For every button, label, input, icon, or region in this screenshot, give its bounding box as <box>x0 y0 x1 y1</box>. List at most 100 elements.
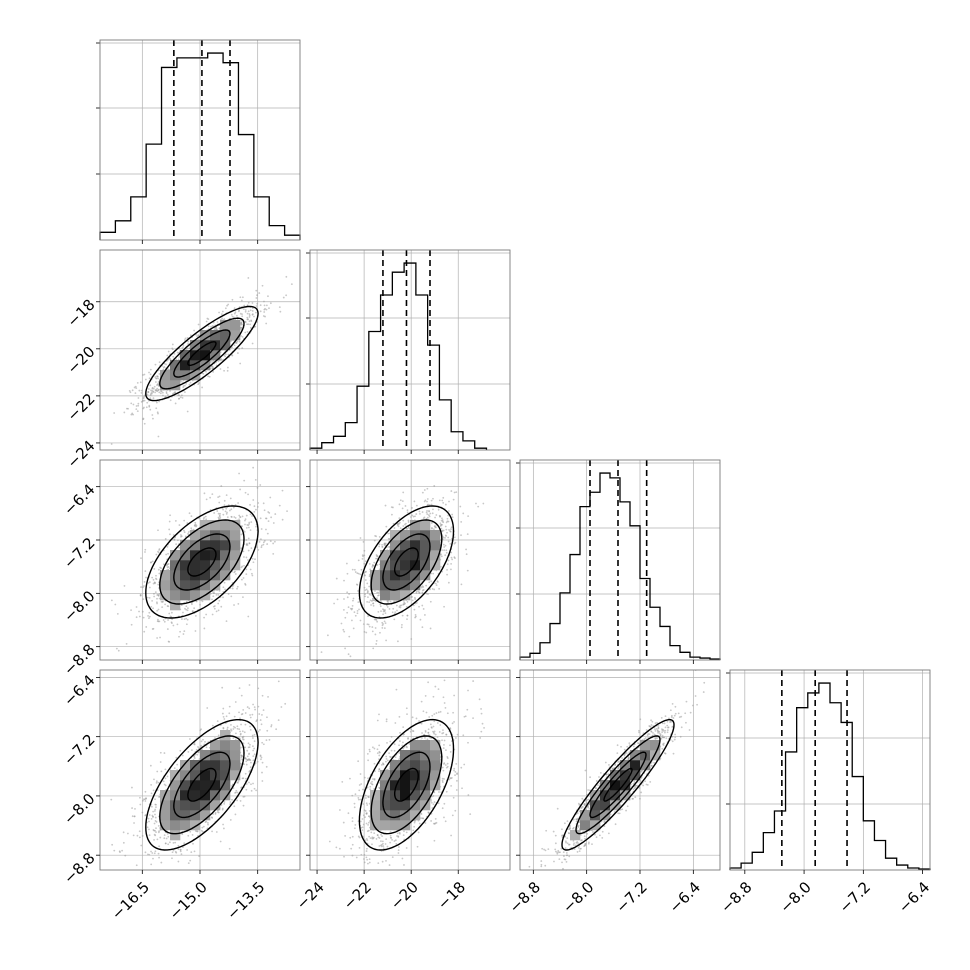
scatter-area <box>328 679 485 870</box>
scatter-point <box>182 385 185 387</box>
scatter-point <box>481 722 484 725</box>
density-cell <box>390 550 401 561</box>
scatter-point <box>180 853 183 856</box>
scatter-point <box>225 715 228 718</box>
scatter-point <box>367 777 369 780</box>
scatter-point <box>433 732 436 735</box>
scatter-point <box>247 559 249 561</box>
scatter-point <box>453 720 455 723</box>
scatter-point <box>685 700 688 703</box>
scatter-point <box>384 609 386 611</box>
scatter-point <box>171 876 173 878</box>
scatter-point <box>556 851 559 854</box>
scatter-point <box>556 852 559 855</box>
scatter-point <box>267 695 269 698</box>
scatter-point <box>193 743 196 746</box>
scatter-point <box>424 695 427 697</box>
scatter-point <box>260 758 262 761</box>
scatter-point <box>239 296 242 299</box>
scatter-point <box>378 845 381 847</box>
scatter-point <box>130 609 132 611</box>
scatter-point <box>244 712 247 714</box>
scatter-point <box>402 834 405 837</box>
scatter-point <box>153 778 155 781</box>
scatter-point <box>229 509 231 512</box>
scatter-point <box>245 783 248 785</box>
scatter-point <box>144 378 147 381</box>
scatter-point <box>361 829 364 832</box>
density-cell <box>420 520 431 531</box>
contours <box>358 505 455 619</box>
density-cell <box>210 540 221 551</box>
scatter-point <box>653 761 655 764</box>
density-cell <box>420 760 431 771</box>
scatter-point <box>224 353 227 356</box>
density-cell <box>200 530 211 541</box>
density-cell <box>190 530 201 541</box>
scatter-point <box>181 876 183 878</box>
scatter-point <box>383 620 386 623</box>
scatter-point <box>121 849 124 852</box>
scatter-point <box>245 539 248 541</box>
scatter-point <box>179 850 182 853</box>
scatter-point <box>650 730 653 733</box>
scatter-point <box>221 313 223 316</box>
density-cell <box>190 340 201 351</box>
scatter-point <box>575 820 578 823</box>
scatter-point <box>430 801 433 804</box>
histogram-step <box>99 52 301 240</box>
scatter-point <box>603 821 606 824</box>
scatter-point <box>437 711 440 714</box>
scatter-point <box>167 843 170 846</box>
scatter-point <box>347 606 350 609</box>
scatter-point <box>661 734 664 737</box>
x-tick-label: −22 <box>340 878 375 913</box>
density-cell <box>420 790 431 801</box>
scatter-point <box>634 796 637 799</box>
scatter-point <box>141 835 144 837</box>
scatter-point <box>441 519 444 521</box>
scatter-point <box>177 358 180 361</box>
scatter-point <box>366 623 369 626</box>
scatter-point <box>374 627 377 629</box>
scatter-point <box>451 516 454 519</box>
scatter-point <box>236 725 239 728</box>
scatter-point <box>580 847 582 850</box>
scatter-point <box>176 539 179 542</box>
density-cell <box>400 580 411 591</box>
scatter-point <box>364 560 367 563</box>
scatter-point <box>338 847 341 850</box>
scatter-point <box>357 798 360 801</box>
scatter-point <box>224 510 227 513</box>
scatter-point <box>432 695 435 698</box>
scatter-point <box>211 324 214 327</box>
scatter-point <box>442 747 445 750</box>
scatter-point <box>214 737 216 740</box>
scatter-point <box>661 747 664 750</box>
scatter-point <box>442 696 445 699</box>
scatter-point <box>623 754 626 757</box>
scatter-point <box>181 618 183 620</box>
scatter-point <box>134 392 137 395</box>
scatter-point <box>426 516 429 519</box>
density-cell <box>200 750 211 761</box>
scatter-point <box>247 746 250 749</box>
scatter-point <box>149 764 152 767</box>
scatter-point <box>222 827 225 830</box>
scatter-point <box>351 605 354 607</box>
scatter-point <box>402 747 405 750</box>
scatter-point <box>447 514 450 517</box>
scatter-point <box>155 803 157 806</box>
scatter-point <box>142 598 145 601</box>
scatter-point <box>398 832 401 835</box>
scatter-panel-0-1: −24−22−20−18 <box>63 249 301 472</box>
density-cell <box>230 330 241 341</box>
scatter-point <box>166 545 169 548</box>
contours <box>358 718 455 851</box>
scatter-point <box>252 703 254 706</box>
scatter-point <box>249 529 252 532</box>
scatter-point <box>156 411 159 414</box>
scatter-point <box>394 611 397 614</box>
scatter-point <box>674 712 677 715</box>
scatter-point <box>407 526 410 529</box>
